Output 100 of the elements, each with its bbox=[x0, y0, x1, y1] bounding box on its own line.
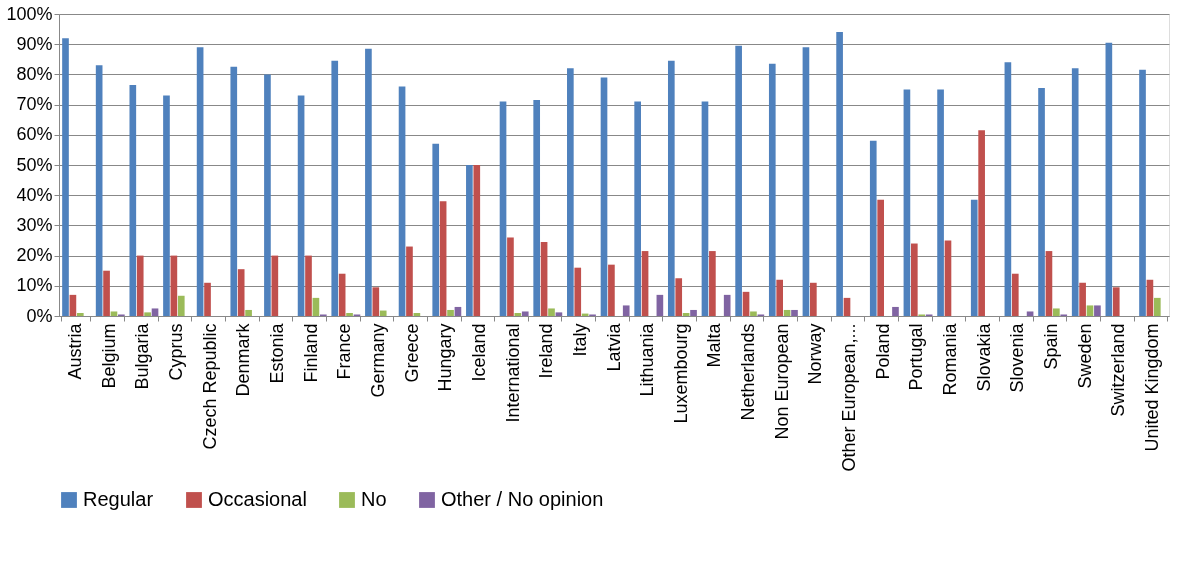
bar bbox=[398, 86, 406, 316]
bar bbox=[454, 306, 462, 316]
x-tick-label: Ireland bbox=[536, 323, 557, 379]
y-tick-label: 70% bbox=[16, 94, 53, 115]
bar bbox=[1105, 42, 1113, 316]
bar bbox=[432, 143, 440, 316]
bar bbox=[555, 312, 563, 316]
legend-label: Other / No opinion bbox=[441, 488, 604, 510]
bar bbox=[802, 47, 810, 316]
bar bbox=[574, 267, 582, 316]
bar bbox=[1053, 308, 1060, 316]
y-tick-label: 0% bbox=[26, 305, 53, 326]
x-tick-label: Poland bbox=[872, 323, 893, 380]
bar bbox=[245, 309, 252, 316]
bar bbox=[466, 165, 473, 316]
bar bbox=[196, 47, 204, 316]
bar bbox=[768, 63, 776, 316]
bar bbox=[675, 278, 683, 316]
x-tick-label: Slovakia bbox=[973, 322, 994, 392]
x-tick-label: Estonia bbox=[266, 322, 287, 384]
bar bbox=[1038, 87, 1045, 316]
x-tick-label: Finland bbox=[300, 323, 321, 383]
x-tick-label: Malta bbox=[704, 322, 725, 368]
bar bbox=[439, 201, 447, 316]
bar bbox=[533, 100, 541, 316]
bar bbox=[1071, 68, 1079, 316]
bar bbox=[1011, 273, 1019, 316]
bar bbox=[641, 251, 649, 316]
bar bbox=[264, 74, 271, 316]
x-tick-label: Belgium bbox=[98, 323, 119, 389]
x-tick-label: Portugal bbox=[906, 323, 927, 391]
y-tick-label: 10% bbox=[16, 275, 53, 296]
bar bbox=[95, 65, 103, 316]
bar bbox=[1045, 251, 1053, 316]
bar bbox=[76, 312, 84, 316]
bar bbox=[1153, 297, 1161, 316]
y-tick-label: 30% bbox=[16, 214, 53, 235]
bar bbox=[346, 312, 353, 316]
x-tick-label: Slovenia bbox=[1007, 322, 1028, 393]
bar bbox=[892, 306, 899, 316]
bar bbox=[877, 199, 884, 316]
bar bbox=[129, 84, 137, 316]
x-tick-label: Denmark bbox=[233, 322, 254, 397]
bar bbox=[548, 308, 555, 316]
bar bbox=[682, 312, 690, 316]
bar bbox=[750, 311, 757, 316]
x-tick-label: Norway bbox=[805, 323, 826, 385]
bar bbox=[1026, 311, 1034, 316]
bar bbox=[177, 295, 185, 316]
y-tick-label: 100% bbox=[6, 3, 53, 24]
bar bbox=[1139, 69, 1146, 316]
bar bbox=[970, 199, 978, 316]
bar bbox=[514, 312, 522, 316]
x-tick-label: Spain bbox=[1041, 323, 1062, 370]
bar bbox=[151, 308, 159, 316]
bar bbox=[1112, 287, 1120, 316]
x-tick-label: United Kingdom bbox=[1142, 323, 1163, 452]
y-tick-label: 50% bbox=[16, 154, 53, 175]
bar bbox=[413, 312, 421, 316]
bar bbox=[701, 101, 709, 316]
bar bbox=[406, 246, 413, 316]
bar bbox=[600, 77, 608, 316]
bar bbox=[776, 279, 784, 316]
bar bbox=[230, 66, 238, 316]
x-tick-label: Luxembourg bbox=[670, 323, 691, 424]
bar bbox=[521, 311, 529, 316]
bar bbox=[372, 287, 380, 316]
bar bbox=[1094, 305, 1101, 316]
x-tick-label: Austria bbox=[64, 322, 85, 380]
x-tick-label: Non European bbox=[771, 323, 792, 440]
bar bbox=[608, 264, 615, 316]
bar bbox=[978, 130, 985, 316]
x-tick-label: Latvia bbox=[603, 322, 624, 372]
bar bbox=[810, 282, 817, 316]
bar bbox=[869, 140, 877, 316]
legend-label: No bbox=[361, 488, 387, 510]
x-tick-label: Germany bbox=[367, 323, 388, 398]
bar bbox=[567, 68, 574, 316]
bar bbox=[622, 305, 630, 316]
bar bbox=[331, 60, 339, 316]
bar bbox=[709, 251, 716, 316]
bar bbox=[237, 269, 245, 316]
bar bbox=[163, 95, 170, 316]
bar bbox=[62, 38, 69, 316]
bar bbox=[144, 312, 151, 316]
bar bbox=[447, 309, 454, 316]
bar bbox=[110, 311, 118, 316]
bar bbox=[937, 89, 944, 316]
x-tick-label: Switzerland bbox=[1108, 323, 1129, 417]
x-tick-label: Italy bbox=[569, 323, 590, 357]
x-tick-label: International bbox=[502, 323, 523, 423]
legend-label: Occasional bbox=[208, 488, 307, 510]
x-tick-label: Iceland bbox=[468, 323, 489, 382]
y-tick-label: 90% bbox=[16, 33, 53, 54]
x-tick-label: France bbox=[334, 323, 355, 380]
x-tick-label: Bulgaria bbox=[132, 322, 153, 390]
x-tick-label: Greece bbox=[401, 323, 422, 383]
x-tick-label: Cyprus bbox=[165, 323, 186, 381]
bar bbox=[507, 237, 514, 316]
bar bbox=[723, 294, 731, 316]
